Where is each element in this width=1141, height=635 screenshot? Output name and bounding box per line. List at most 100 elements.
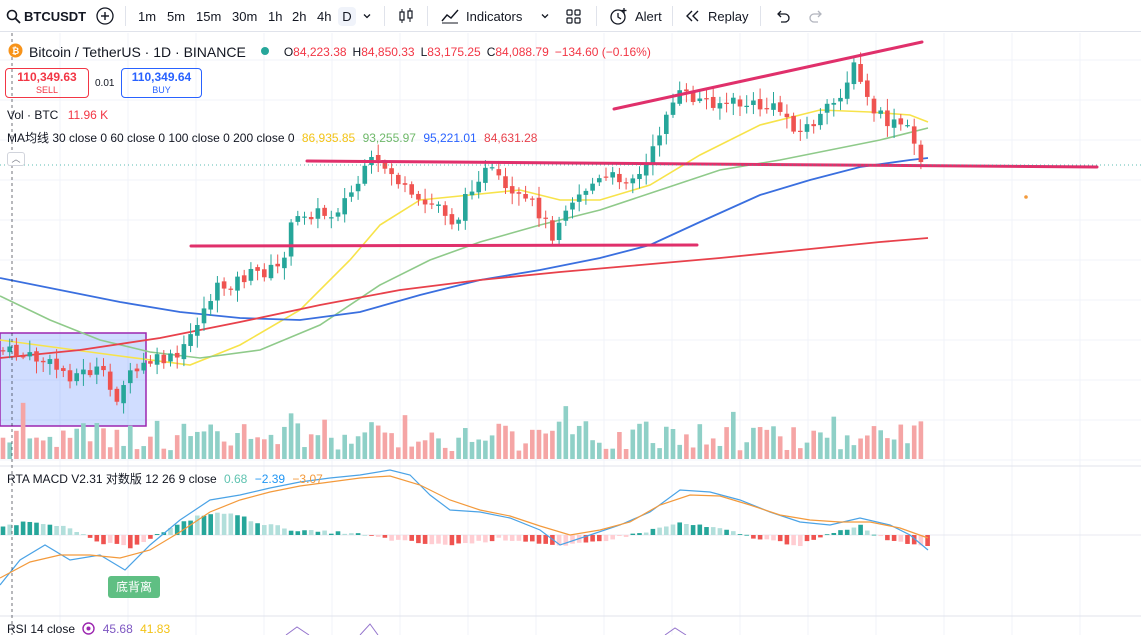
replay-button[interactable]: Replay xyxy=(708,8,749,24)
timeframe-5m[interactable]: 5m xyxy=(167,8,186,24)
volume-bar xyxy=(898,424,904,459)
replay-icon[interactable] xyxy=(684,0,700,32)
macd-histogram-bar xyxy=(148,535,153,539)
candle-body xyxy=(784,113,790,118)
candle-body xyxy=(764,108,770,110)
volume-bar xyxy=(416,441,421,459)
candle-body xyxy=(824,103,830,113)
candle-body xyxy=(576,194,582,202)
add-symbol-icon[interactable] xyxy=(96,0,114,32)
sell-button[interactable]: 110,349.63 SELL xyxy=(5,68,89,98)
candle-body xyxy=(54,358,59,370)
timeframe-2h[interactable]: 2h xyxy=(292,8,307,24)
macd-histogram-bar xyxy=(771,535,776,541)
alert-button[interactable]: Alert xyxy=(635,8,662,24)
volume-bar xyxy=(550,430,555,459)
volume-bar xyxy=(570,434,575,459)
volume-bar xyxy=(684,434,689,459)
candles-icon[interactable] xyxy=(397,0,415,32)
ma100-line xyxy=(0,157,929,321)
macd-histogram-bar xyxy=(20,521,26,535)
timeframe-1h[interactable]: 1h xyxy=(268,8,283,24)
candle-body xyxy=(228,288,234,290)
volume-bar xyxy=(268,434,274,459)
grid-lines xyxy=(0,33,1141,635)
macd-histogram-bar xyxy=(509,535,515,541)
alert-icon[interactable] xyxy=(609,0,628,32)
macd-histogram-bar xyxy=(436,535,441,544)
volume-bar xyxy=(831,416,837,459)
candle-body xyxy=(429,203,435,205)
macd-histogram-bar xyxy=(617,535,622,536)
macd-histogram-bar xyxy=(898,535,904,542)
macd-histogram-bar xyxy=(804,535,810,542)
candle-body xyxy=(74,373,79,382)
volume-bar xyxy=(0,437,6,459)
volume-bar xyxy=(858,438,863,459)
volume-bar xyxy=(107,447,113,459)
macd-histogram-bar xyxy=(570,535,575,544)
volume-bar xyxy=(885,438,890,459)
volume-bar xyxy=(449,450,455,459)
macd-histogram-bar xyxy=(489,535,495,542)
volume-bar xyxy=(128,425,133,459)
timeframe-15m[interactable]: 15m xyxy=(196,8,222,24)
candle-body xyxy=(858,64,863,82)
rsi-legend: RSI 14 close 45.68 41.83 xyxy=(7,622,170,635)
candle-body xyxy=(335,212,341,217)
collapse-legend-icon[interactable]: ︿ xyxy=(7,152,25,166)
candle-body xyxy=(630,178,636,184)
timeframe-1m[interactable]: 1m xyxy=(138,8,157,24)
symbol-name[interactable]: BTCUSDT xyxy=(24,8,87,24)
macd-histogram-bar xyxy=(798,535,803,547)
candle-body xyxy=(61,368,66,371)
macd-histogram-bar xyxy=(824,534,830,536)
trendline xyxy=(612,40,924,111)
macd-histogram-bar xyxy=(34,522,39,535)
macd-histogram-bar xyxy=(851,527,857,535)
price-chart[interactable] xyxy=(0,33,1141,635)
volume-bar xyxy=(382,432,388,459)
macd-histogram-bar xyxy=(871,534,877,536)
volume-bar xyxy=(617,432,622,459)
macd-histogram-bar xyxy=(302,530,307,535)
volume-bar xyxy=(74,428,79,459)
candle-body xyxy=(777,102,783,112)
candle-body xyxy=(516,192,522,194)
macd-histogram-bar xyxy=(94,535,100,542)
indicators-button[interactable]: Indicators xyxy=(466,8,523,24)
chart-title: Bitcoin / TetherUS · 1D · BINANCE xyxy=(29,44,246,60)
volume-bar xyxy=(824,437,830,459)
macd-histogram-bar xyxy=(288,530,294,535)
volume-bar xyxy=(878,430,883,459)
candle-body xyxy=(275,263,280,267)
candle-body xyxy=(342,198,347,215)
volume-bar xyxy=(764,429,770,459)
undo-icon[interactable] xyxy=(775,0,791,32)
candle-body xyxy=(409,184,414,195)
layout-grid-icon[interactable] xyxy=(565,0,582,32)
volume-bar xyxy=(375,425,381,459)
volume-bar xyxy=(556,421,562,459)
volume-bar xyxy=(349,443,354,459)
volume-bar xyxy=(34,437,39,459)
timeframe-30m[interactable]: 30m xyxy=(232,8,258,24)
macd-histogram-bar xyxy=(215,512,220,535)
redo-icon[interactable] xyxy=(808,0,824,32)
volume-bar xyxy=(811,430,816,459)
chevron-down-icon[interactable] xyxy=(540,0,550,32)
volume-bar xyxy=(255,437,260,459)
chevron-down-icon[interactable] xyxy=(362,0,372,32)
macd-histogram-bar xyxy=(684,524,689,535)
indicators-icon[interactable] xyxy=(440,0,460,32)
timeframe-4h[interactable]: 4h xyxy=(317,8,332,24)
low-value: 83,175.25 xyxy=(427,45,481,59)
buy-button[interactable]: 110,349.64 BUY xyxy=(121,68,202,98)
timeframe-d[interactable]: D xyxy=(338,6,356,26)
macd-histogram-bar xyxy=(664,526,669,535)
macd-histogram-bar xyxy=(396,535,401,540)
candle-body xyxy=(643,162,649,176)
search-icon[interactable] xyxy=(6,0,21,32)
candle-body xyxy=(241,275,247,283)
candle-body xyxy=(597,178,602,183)
